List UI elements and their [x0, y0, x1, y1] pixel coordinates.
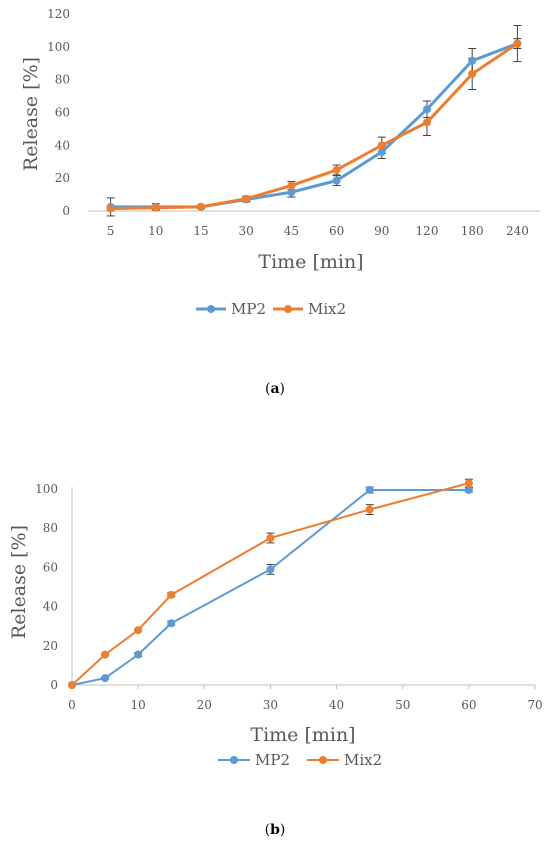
chart-b-xtick-label: 30	[263, 698, 278, 712]
chart-b-legend: MP2 Mix2	[218, 751, 382, 769]
chart-a-xticks: 5 10 15 30 45 60 90 120 180 240	[107, 224, 529, 238]
chart-a-ytick-label: 60	[55, 106, 70, 120]
chart-b-point-mix2	[134, 626, 143, 635]
chart-b-point-mix2	[266, 534, 275, 542]
chart-a-xtick-label: 120	[416, 224, 439, 238]
chart-a-point-mix2	[377, 141, 386, 150]
chart-b-ytick-label: 20	[43, 639, 58, 653]
chart-a-ytick-label: 80	[55, 73, 70, 87]
chart-a: Release [%] Time [min] 0 20 40 60 80 100 120 5…	[20, 7, 540, 397]
chart-a-point-mix2	[242, 194, 251, 203]
chart-a-xtick-label: 180	[461, 224, 484, 238]
legend-a-mix2-marker	[284, 305, 292, 313]
chart-b-series-line-mp2	[71, 488, 469, 686]
chart-a-point-mp2	[287, 188, 296, 197]
chart-a-ytick-label: 100	[47, 40, 70, 54]
chart-b-caption-label: b	[270, 822, 280, 838]
chart-b-point-mix2	[167, 590, 176, 599]
chart-a-point-mix2	[106, 204, 115, 213]
chart-a-xtick-label: 60	[329, 224, 344, 238]
chart-a-xtick-label: 240	[506, 224, 529, 238]
chart-a-point-mp2	[423, 105, 431, 114]
chart-a-point-mix2	[287, 181, 296, 190]
chart-a-point-mix2	[468, 69, 477, 78]
chart-b-yticks: 0 20 40 60 80 100	[35, 482, 58, 692]
chart-b-xticks: 0 10 20 30 40 50 60 70	[68, 685, 543, 712]
chart-b-xtick-label: 60	[461, 698, 476, 712]
chart-b: Release [%] Time [min] 0 20 40 60 80 100 0 10 2…	[8, 478, 543, 838]
chart-b-ytick-label: 100	[35, 482, 58, 496]
chart-b-caption: (b)	[265, 822, 286, 838]
chart-b-point-mix2	[101, 650, 110, 659]
chart-a-xtick-label: 45	[284, 224, 299, 238]
chart-b-series	[68, 478, 473, 689]
chart-b-xtick-label: 40	[329, 698, 344, 712]
chart-b-point-mp2	[464, 485, 473, 494]
chart-b-xtick-label: 50	[395, 698, 410, 712]
chart-a-xlabel: Time [min]	[258, 251, 363, 273]
legend-b-mp2-marker	[230, 756, 238, 764]
chart-a-ylabel: Release [%]	[20, 57, 42, 171]
legend-a-mp2-label: MP2	[231, 300, 266, 318]
chart-b-xtick-label: 20	[197, 698, 212, 712]
chart-b-point-mix2	[365, 505, 374, 514]
chart-b-series-line-mix2	[71, 482, 470, 686]
chart-a-caption: (a)	[265, 381, 285, 397]
chart-a-point-mix2	[151, 203, 160, 212]
chart-a-point-mp2	[332, 176, 341, 185]
chart-a-xtick-label: 10	[148, 224, 163, 238]
chart-a-point-mp2	[377, 147, 386, 156]
chart-b-point-mix2	[464, 479, 473, 488]
chart-b-ytick-label: 40	[43, 600, 58, 614]
chart-a-ytick-label: 20	[55, 171, 70, 185]
chart-b-point-mp2	[365, 485, 374, 494]
chart-b-point-mp2	[266, 565, 275, 574]
chart-a-point-mix2	[513, 39, 522, 48]
chart-b-point-mp2	[167, 619, 176, 628]
chart-a-xtick-label: 30	[239, 224, 254, 238]
chart-b-xtick-label: 70	[527, 698, 542, 712]
legend-b-mp2-label: MP2	[255, 751, 290, 769]
chart-b-point-mp2	[101, 674, 110, 683]
chart-b-xlabel: Time [min]	[250, 724, 355, 746]
chart-a-yticks: 0 20 40 60 80 100 120	[47, 7, 70, 218]
legend-b-mix2-marker	[319, 756, 327, 764]
chart-a-xtick-label: 15	[193, 224, 208, 238]
chart-b-ytick-label: 60	[43, 560, 58, 574]
chart-a-ytick-label: 120	[47, 7, 70, 21]
chart-b-xtick-label: 10	[131, 698, 146, 712]
chart-a-point-mp2	[468, 56, 477, 65]
chart-b-ytick-label: 0	[50, 678, 58, 692]
chart-a-xtick-label: 5	[107, 224, 115, 238]
chart-a-series-line-mix2	[110, 42, 519, 211]
chart-a-point-mix2	[197, 202, 205, 211]
chart-a-caption-label: a	[270, 381, 279, 397]
chart-a-ytick-label: 40	[55, 138, 70, 152]
chart-a-ytick-label: 0	[62, 204, 70, 218]
legend-b-mix2-label: Mix2	[344, 751, 382, 769]
chart-a-point-mix2	[423, 118, 431, 127]
chart-b-point-mix2	[68, 681, 76, 689]
chart-a-series	[106, 24, 522, 217]
legend-a-mix2-label: Mix2	[308, 300, 346, 318]
chart-b-xtick-label: 0	[68, 698, 76, 712]
chart-a-legend: MP2 Mix2	[196, 300, 346, 318]
chart-b-point-mp2	[134, 650, 143, 659]
chart-a-xtick-label: 90	[374, 224, 389, 238]
chart-a-point-mix2	[332, 165, 341, 174]
chart-b-ylabel: Release [%]	[8, 525, 30, 639]
legend-a-mp2-marker	[207, 305, 215, 313]
chart-b-ytick-label: 80	[43, 521, 58, 535]
chart-a-series-line-mp2	[110, 42, 518, 209]
